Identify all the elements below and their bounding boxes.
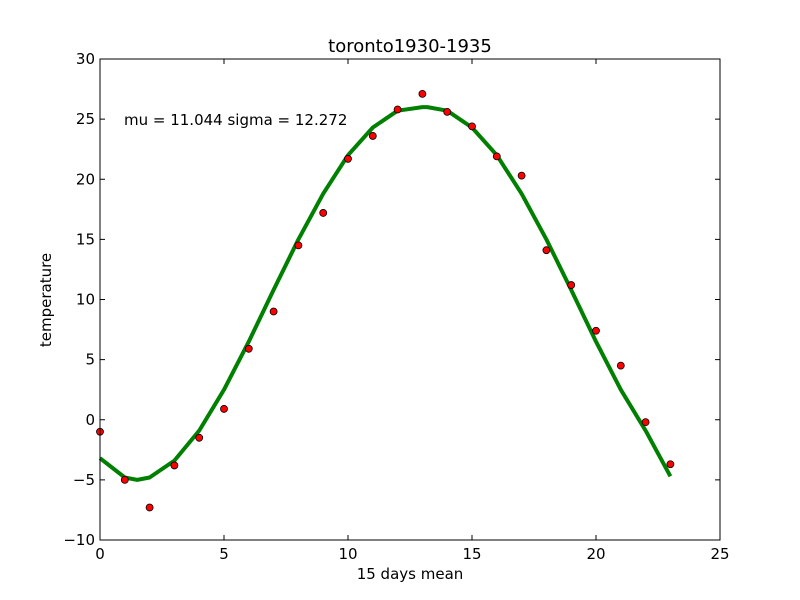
fit-annotation: mu = 11.044 sigma = 12.272 xyxy=(124,111,347,129)
x-tick-label: 25 xyxy=(710,545,729,563)
data-point xyxy=(542,246,551,255)
data-point xyxy=(616,361,625,370)
data-point xyxy=(294,241,303,250)
data-point xyxy=(666,460,675,469)
y-tick-label: −5 xyxy=(73,471,95,489)
y-tick-label: −10 xyxy=(63,531,95,549)
data-point xyxy=(244,344,253,353)
y-tick-label: 30 xyxy=(76,50,95,68)
data-point xyxy=(443,108,452,116)
data-point xyxy=(368,132,377,140)
data-point xyxy=(145,503,154,512)
data-point xyxy=(418,89,427,98)
x-tick-label: 20 xyxy=(586,545,605,563)
y-tick-label: 20 xyxy=(76,170,95,188)
plot-frame xyxy=(99,58,721,541)
y-tick-label: 0 xyxy=(85,411,95,429)
data-point xyxy=(468,122,476,131)
data-point xyxy=(492,152,501,161)
data-point xyxy=(170,461,179,470)
data-point xyxy=(220,405,228,413)
x-tick-label: 5 xyxy=(219,545,229,563)
chart-title: toronto1930-1935 xyxy=(328,36,492,57)
data-point xyxy=(641,418,650,427)
data-point xyxy=(592,326,600,335)
y-tick-label: 15 xyxy=(76,230,95,248)
data-point xyxy=(120,475,129,484)
data-point xyxy=(269,307,278,316)
data-point xyxy=(319,209,328,217)
x-tick-label: 0 xyxy=(95,545,105,563)
x-tick-label: 10 xyxy=(338,545,357,563)
y-tick-label: 5 xyxy=(85,351,95,369)
fit-curve xyxy=(98,105,673,482)
data-point xyxy=(344,154,352,163)
data-point xyxy=(195,433,204,442)
data-point xyxy=(567,281,576,289)
plot-area: 0 5 10 15 20 25 −10 −5 0 5 10 15 20 25 30 xyxy=(63,50,729,563)
y-tick-label: 25 xyxy=(76,110,95,128)
y-tick-label: 10 xyxy=(76,291,95,309)
x-tick-label: 15 xyxy=(462,545,481,563)
x-axis-label: 15 days mean xyxy=(357,565,464,583)
y-axis-label: temperature xyxy=(37,253,55,347)
data-point xyxy=(517,171,526,180)
data-point xyxy=(393,105,402,114)
